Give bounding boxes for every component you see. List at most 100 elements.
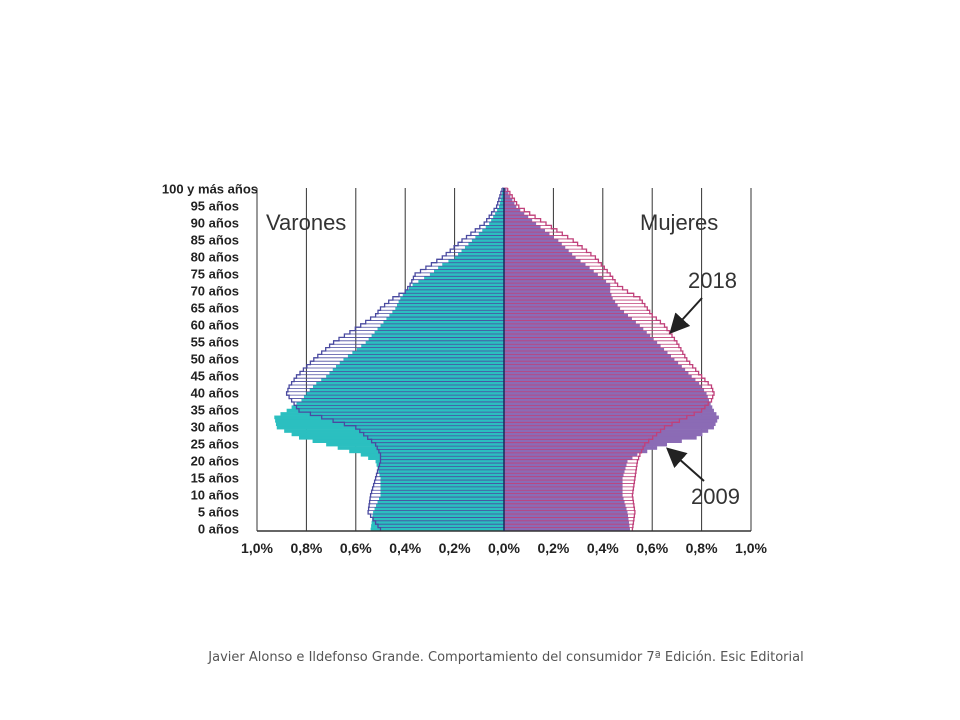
bar-women-2009 (504, 279, 607, 284)
y-tick-label: 75 años (191, 267, 239, 282)
bar-women-2009 (504, 266, 590, 270)
bar-men-2009 (395, 306, 504, 311)
bar-women-2009 (504, 452, 638, 457)
bar-women-2009 (504, 412, 717, 416)
bar-men-2009 (377, 500, 504, 505)
y-tick-label: 90 años (191, 216, 239, 231)
bar-women-2009 (504, 524, 630, 528)
bar-men-2009 (424, 276, 504, 280)
bar-men-2009 (378, 469, 504, 474)
bar-women-2009 (504, 439, 682, 444)
legend-label-2018: 2018 (688, 268, 737, 293)
bar-women-2009 (504, 517, 629, 522)
bar-men-2009 (296, 401, 504, 406)
bar-men-2009 (454, 255, 504, 260)
bar-men-2009 (398, 300, 504, 304)
bar-women-2009 (504, 418, 718, 423)
bar-women-2009 (504, 191, 509, 196)
bar-women-2009 (504, 235, 554, 240)
bar-men-2009 (356, 347, 504, 352)
bar-men-2009 (276, 425, 504, 430)
bar-men-2009 (389, 313, 504, 318)
bar-women-2009 (504, 211, 525, 216)
source-caption: Javier Alonso e Ildefonso Grande. Compor… (208, 650, 804, 665)
y-tick-label: 65 años (191, 301, 239, 316)
bar-men-2009 (475, 235, 504, 240)
y-tick-label: 50 años (191, 352, 239, 367)
bar-women-2009 (504, 334, 651, 338)
y-tick-label: 85 años (191, 233, 239, 248)
bar-men-2009 (482, 228, 504, 233)
bar-men-2009 (301, 398, 504, 403)
bar-women-2009 (504, 221, 537, 226)
bar-men-2009 (371, 520, 504, 525)
bar-men-2009 (380, 483, 504, 488)
bar-men-2009 (380, 480, 504, 484)
bar-men-2009 (386, 317, 504, 321)
bar-men-2009 (491, 218, 504, 223)
bar-men-2009 (400, 296, 504, 301)
bar-women-2009 (504, 473, 624, 477)
bar-women-2009 (504, 327, 644, 331)
bar-women-2009 (504, 208, 521, 213)
bar-men-2009 (489, 221, 504, 226)
bar-women-2009 (504, 527, 630, 532)
x-tick-label: 0,2% (439, 540, 471, 556)
bar-men-2009 (332, 367, 504, 372)
bar-men-2009 (284, 429, 504, 433)
bar-women-2009 (504, 384, 702, 389)
bar-men-2009 (375, 459, 504, 464)
bar-women-2009 (504, 398, 710, 403)
bar-women-2009 (504, 371, 689, 376)
bar-women-2009 (504, 317, 632, 321)
bar-women-2009 (504, 313, 628, 318)
x-axis-labels: 1,0% 0,8% 0,6% 0,4% 0,2% 0,0% 0,2% 0,4% 0,6% 0,8%… (241, 540, 767, 556)
bar-men-2009 (380, 493, 504, 498)
bar-men-2009 (370, 527, 504, 532)
bar-women-2009 (504, 405, 713, 410)
x-tick-label: 1,0% (241, 540, 273, 556)
bar-women-2009 (504, 245, 566, 250)
x-tick-label: 0,8% (686, 540, 718, 556)
y-tick-label: 15 años (191, 470, 239, 485)
bar-men-2009 (377, 466, 504, 471)
arrow-2009 (666, 447, 705, 482)
bar-men-2009 (396, 303, 504, 308)
bar-men-2009 (501, 194, 504, 199)
women-title: Mujeres (640, 210, 718, 235)
bar-women-2009 (504, 340, 658, 345)
bar-men-2009 (412, 283, 504, 287)
x-tick-label: 0,4% (587, 540, 619, 556)
outline-men-2018 (285, 188, 503, 531)
bar-men-2009 (347, 354, 504, 359)
bar-women-2009 (504, 476, 623, 481)
bar-women-2009 (504, 401, 711, 406)
outline-women-2018 (507, 188, 715, 531)
bar-men-2009 (497, 208, 504, 213)
y-tick-label: 45 años (191, 368, 239, 383)
bar-women-2009 (504, 493, 623, 498)
bar-men-2009 (376, 463, 504, 467)
bar-men-2009 (500, 198, 504, 202)
y-tick-label: 100 y más años (162, 182, 258, 197)
bar-women-2009 (504, 215, 529, 219)
bar-women-2009 (504, 463, 627, 467)
y-tick-label: 70 años (191, 284, 239, 299)
bar-women-2009 (504, 469, 625, 474)
bar-men-2009 (383, 320, 504, 325)
bar-women-2009 (504, 357, 675, 362)
bar-women-2009 (504, 429, 709, 433)
bar-women-2009 (504, 486, 623, 491)
bar-women-2009 (504, 466, 626, 471)
bar-men-2009 (478, 232, 504, 236)
y-axis-labels: 0 años 5 años 10 años 15 años 20 años 25 años… (162, 182, 258, 537)
x-tick-label: 0,2% (537, 540, 569, 556)
bar-women-2009 (504, 391, 707, 396)
bar-men-2009 (405, 289, 504, 294)
bar-women-2009 (504, 510, 628, 515)
bar-men-2009 (379, 497, 504, 501)
bar-women-2009 (504, 351, 668, 355)
bar-men-2009 (291, 432, 504, 437)
bar-women-2009 (504, 347, 665, 352)
arrow-2018 (669, 297, 703, 334)
